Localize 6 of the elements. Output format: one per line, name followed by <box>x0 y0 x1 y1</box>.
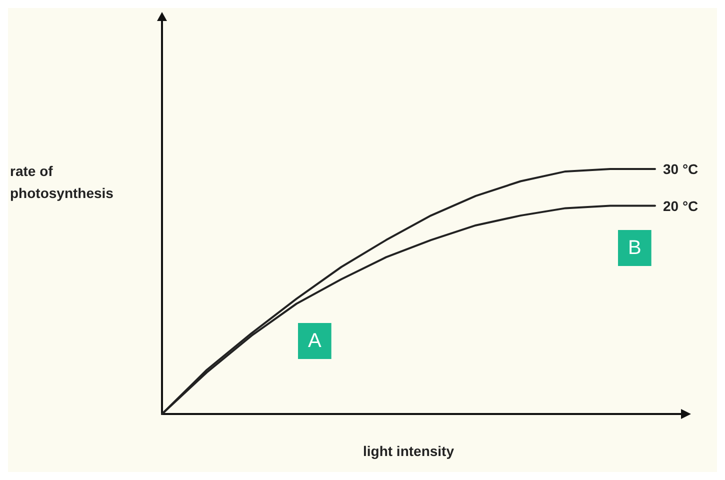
series-label: 20 °C <box>663 198 698 214</box>
y-axis-title: rate of photosynthesis <box>10 163 114 201</box>
x-axis-title: light intensity <box>363 443 454 459</box>
series-label: 30 °C <box>663 161 698 177</box>
annotation: B <box>628 237 642 259</box>
annotation: A <box>308 330 322 352</box>
